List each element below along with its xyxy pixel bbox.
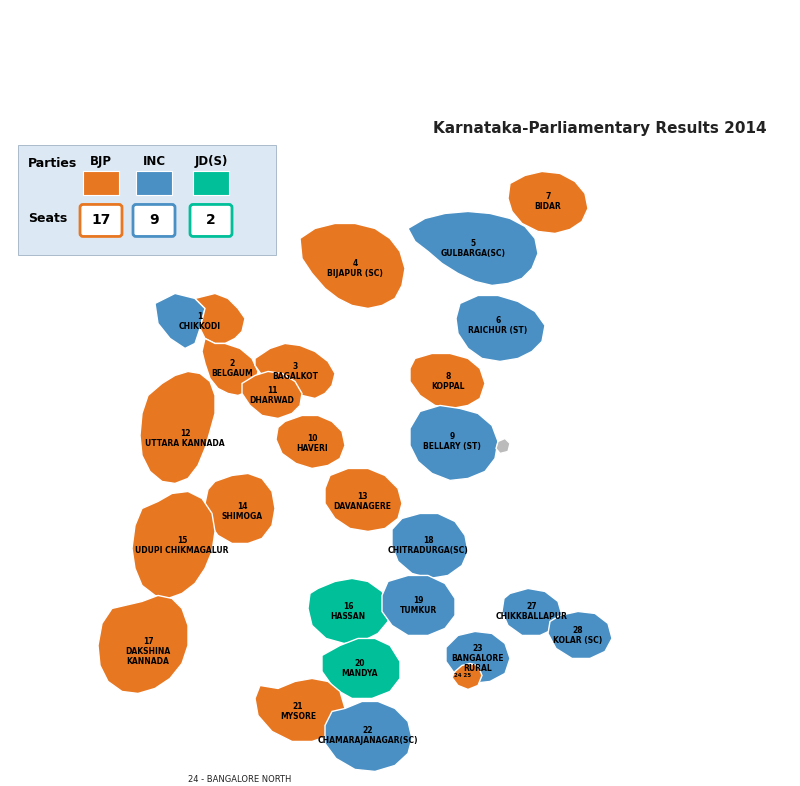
Text: 1
CHIKKODI: 1 CHIKKODI: [179, 312, 221, 331]
Polygon shape: [446, 631, 510, 684]
Text: 18
CHITRADURGA(SC): 18 CHITRADURGA(SC): [388, 536, 468, 555]
Text: 21
MYSORE: 21 MYSORE: [280, 702, 316, 721]
Polygon shape: [202, 339, 258, 395]
Text: Seats: Seats: [28, 212, 67, 225]
Text: 19
TUMKUR: 19 TUMKUR: [399, 596, 437, 615]
Text: 11
DHARWAD: 11 DHARWAD: [250, 386, 294, 405]
Polygon shape: [308, 578, 390, 644]
Polygon shape: [276, 416, 345, 468]
Polygon shape: [300, 223, 405, 308]
Text: 17: 17: [91, 214, 110, 227]
Text: 9
BELLARY (ST): 9 BELLARY (ST): [423, 432, 481, 451]
Polygon shape: [548, 612, 612, 659]
Polygon shape: [496, 439, 510, 454]
Polygon shape: [322, 638, 400, 699]
Bar: [83, 171, 119, 196]
Text: 7
BIDAR: 7 BIDAR: [534, 192, 562, 211]
FancyBboxPatch shape: [80, 204, 122, 237]
Text: 2: 2: [206, 214, 216, 227]
Polygon shape: [255, 343, 335, 399]
Text: 24 - BANGALORE NORTH
25 - BANGALORE CENTRAL
26 - BANGALORE SOUTH: 24 - BANGALORE NORTH 25 - BANGALORE CENT…: [188, 776, 300, 786]
Text: JD(S): JD(S): [194, 155, 228, 168]
Polygon shape: [140, 372, 215, 483]
Polygon shape: [502, 589, 562, 635]
Text: 9: 9: [149, 214, 159, 227]
Text: 14
SHIMOGA: 14 SHIMOGA: [222, 501, 262, 521]
Polygon shape: [132, 491, 215, 598]
Polygon shape: [325, 468, 402, 531]
Text: 8
KOPPAL: 8 KOPPAL: [431, 372, 465, 391]
Text: 12
UTTARA KANNADA: 12 UTTARA KANNADA: [145, 428, 225, 448]
Polygon shape: [98, 596, 188, 693]
Polygon shape: [205, 473, 275, 543]
Text: 6
RAICHUR (ST): 6 RAICHUR (ST): [468, 316, 528, 335]
Polygon shape: [195, 293, 245, 343]
Polygon shape: [242, 372, 302, 418]
Text: Karnataka General (Lok Sabha) Election Results 2014: Karnataka General (Lok Sabha) Election R…: [76, 17, 724, 37]
Polygon shape: [508, 171, 588, 233]
Text: 24 25: 24 25: [454, 673, 471, 678]
Text: Parties: Parties: [28, 157, 78, 170]
Text: 20
MANDYA: 20 MANDYA: [342, 659, 378, 678]
Text: Karnataka-Parliamentary Results 2014: Karnataka-Parliamentary Results 2014: [433, 121, 767, 136]
Polygon shape: [382, 575, 455, 635]
FancyBboxPatch shape: [18, 145, 276, 255]
Polygon shape: [452, 663, 482, 689]
Text: 28
KOLAR (SC): 28 KOLAR (SC): [554, 626, 602, 645]
Polygon shape: [392, 513, 468, 578]
Polygon shape: [410, 354, 485, 409]
Text: 15
UDUPI CHIKMAGALUR: 15 UDUPI CHIKMAGALUR: [135, 536, 229, 555]
Polygon shape: [410, 406, 498, 480]
Text: 27
CHIKKBALLAPUR: 27 CHIKKBALLAPUR: [496, 602, 568, 621]
Text: 23
BANGALORE
RURAL: 23 BANGALORE RURAL: [452, 644, 504, 674]
Text: BJP: BJP: [90, 155, 112, 168]
Text: 3
BAGALKOT: 3 BAGALKOT: [272, 362, 318, 381]
Text: 2
BELGAUM: 2 BELGAUM: [211, 358, 253, 378]
Text: 5
GULBARGA(SC): 5 GULBARGA(SC): [441, 239, 506, 258]
Text: 10
HAVERI: 10 HAVERI: [296, 434, 328, 454]
Polygon shape: [255, 678, 345, 741]
Text: 4
BIJAPUR (SC): 4 BIJAPUR (SC): [327, 259, 383, 278]
Text: INC: INC: [142, 155, 166, 168]
Polygon shape: [155, 293, 205, 348]
Text: 17
DAKSHINA
KANNADA: 17 DAKSHINA KANNADA: [126, 637, 170, 667]
Text: 22
CHAMARAJANAGAR(SC): 22 CHAMARAJANAGAR(SC): [318, 725, 418, 745]
Polygon shape: [325, 701, 412, 771]
Bar: [193, 171, 229, 196]
Text: 13
DAVANAGERE: 13 DAVANAGERE: [333, 492, 391, 511]
Polygon shape: [408, 211, 538, 285]
FancyBboxPatch shape: [190, 204, 232, 237]
Text: 16
HASSAN: 16 HASSAN: [330, 602, 366, 621]
FancyBboxPatch shape: [133, 204, 175, 237]
Bar: [136, 171, 172, 196]
Polygon shape: [456, 296, 545, 362]
